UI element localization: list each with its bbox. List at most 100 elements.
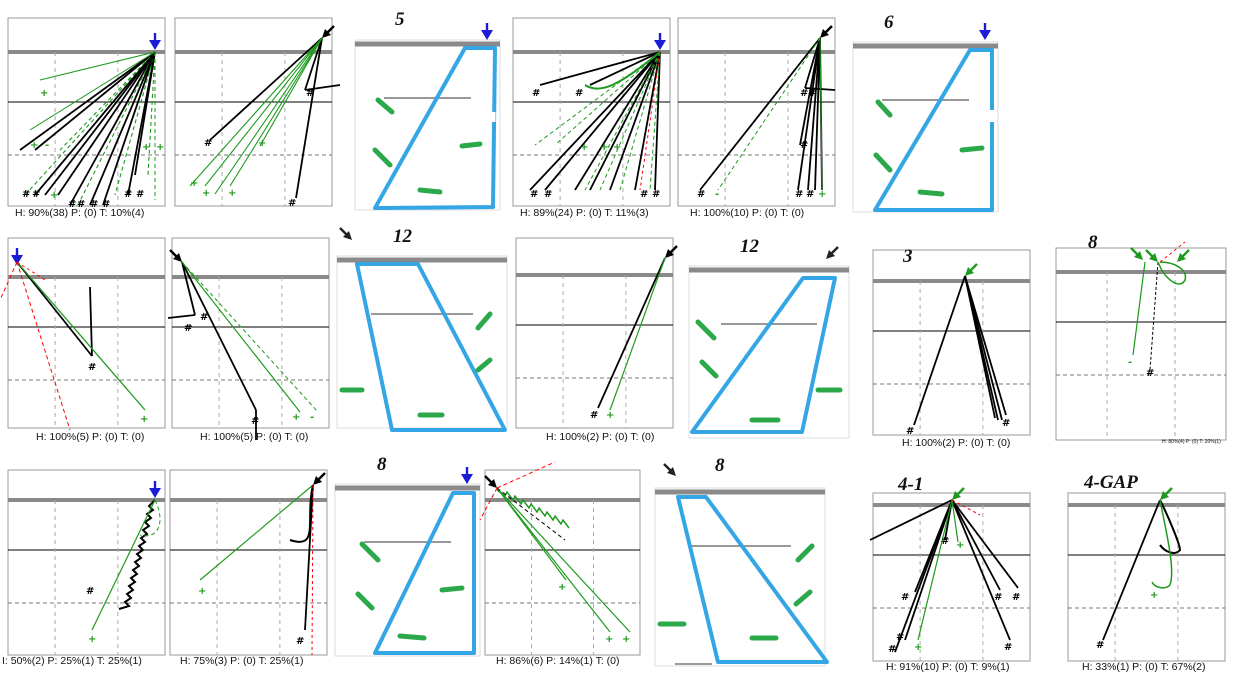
complete-marker: + — [818, 189, 826, 200]
trajectory-line — [814, 37, 821, 191]
stat-summary: H: 89%(24) P: (0) T: 11%(3) — [520, 207, 649, 219]
complete-marker: + — [622, 634, 630, 645]
trajectory-line — [16, 261, 93, 357]
zone-defender — [873, 152, 893, 173]
stat-summary: I: 50%(2) P: 25%(1) T: 25%(1) — [2, 655, 142, 667]
incomplete-marker: - — [715, 189, 719, 200]
panel-11-zone: 12 — [688, 236, 850, 439]
hit-marker: # — [102, 199, 110, 210]
play-label: 12 — [740, 236, 760, 257]
stat-summary: H: 33%(1) P: (0) T: 67%(2) — [1082, 661, 1206, 673]
complete-marker: + — [1150, 590, 1158, 601]
plot-frame — [872, 492, 1031, 662]
plot-frame — [677, 17, 836, 207]
panel-2: # # # + + + + — [174, 17, 341, 209]
hit-marker: # — [204, 138, 212, 149]
plot-frame — [171, 237, 330, 429]
play-label: 8 — [377, 454, 387, 475]
hit-marker: # — [32, 189, 40, 200]
hit-marker: # — [795, 189, 803, 200]
trajectory-line — [819, 37, 823, 191]
trajectory-line — [584, 51, 661, 191]
coverage-zone — [873, 48, 994, 212]
trajectory-line — [496, 487, 566, 541]
trajectory-line — [964, 275, 1007, 416]
incomplete-marker: - — [45, 140, 49, 151]
trajectory-line — [717, 37, 821, 191]
trajectory-line — [574, 51, 661, 191]
play-label: 8 — [1088, 232, 1098, 253]
trajectory-line — [44, 51, 156, 196]
panel-8: # # # + -H: 100%(5) P: (0) T: (0) — [167, 237, 330, 443]
zone-defender — [439, 585, 465, 593]
coverage-zone — [373, 491, 476, 655]
trajectory-line — [181, 261, 257, 411]
trajectory-line — [951, 499, 959, 543]
complete-marker: + — [88, 634, 96, 645]
complete-marker: + — [605, 634, 613, 645]
trajectory-line — [654, 51, 661, 191]
trajectory-line — [77, 51, 156, 206]
trajectory-line — [539, 51, 661, 86]
zone-defender — [459, 141, 483, 149]
trajectory-line — [16, 261, 71, 431]
incomplete-marker: - — [1128, 357, 1132, 368]
trajectory-line — [904, 499, 953, 641]
hit-marker: # — [901, 592, 909, 603]
panel-13: 8 - # H: 80%(4) P: (0) T: 20%(1) — [1055, 232, 1227, 445]
trajectory-line — [295, 37, 323, 199]
coverage-zone — [690, 276, 837, 434]
hit-marker: # — [532, 88, 540, 99]
trajectory-line — [869, 499, 953, 541]
trajectory-line — [597, 257, 666, 409]
panel-17: ++ +H: 86%(6) P: 14%(1) T: (0) — [479, 461, 641, 667]
hit-marker: # — [124, 189, 132, 200]
hit-marker: # — [1004, 642, 1012, 653]
panel-6-zone: 6 — [852, 12, 999, 213]
coverage-zone — [355, 262, 507, 432]
trajectory-line — [544, 51, 661, 191]
trajectory-line — [189, 37, 323, 187]
trajectory-line — [89, 51, 156, 206]
zone-defender — [699, 359, 719, 379]
complete-marker: + — [228, 188, 236, 199]
trajectory-line — [609, 51, 661, 191]
stat-summary: H: 75%(3) P: (0) T: 25%(1) — [180, 655, 304, 667]
stat-summary: H: 80%(4) P: (0) T: 20%(1) — [1162, 439, 1221, 445]
complete-marker: + — [914, 642, 922, 653]
trajectory-line — [29, 51, 156, 131]
incomplete-marker: - — [310, 412, 314, 423]
ball-arrow-icon-head — [173, 253, 182, 262]
hit-marker: # — [77, 199, 85, 210]
panel-3-zone: 5 — [354, 9, 501, 211]
trajectory-line — [1159, 241, 1186, 263]
trajectory-line — [181, 261, 319, 413]
trajectory-line — [951, 499, 1019, 589]
zone-defender — [475, 311, 493, 331]
hit-marker: # — [888, 644, 896, 655]
panel-4: # # # # # # + + + H: 89%(24) P: (0) T: 11%(3) — [512, 17, 671, 219]
trajectory-line — [804, 87, 836, 91]
hit-marker: # — [68, 199, 76, 210]
hit-marker: # — [251, 416, 259, 427]
play-label: 3 — [902, 246, 913, 267]
ball-arrow-icon-head — [322, 29, 331, 38]
zone-frame — [654, 487, 826, 667]
complete-marker: + — [580, 142, 588, 153]
hit-marker: # — [1012, 592, 1020, 603]
trajectory-line — [209, 37, 323, 141]
zone-frame — [336, 255, 508, 429]
trajectory-line — [649, 51, 661, 191]
zone-defender — [959, 145, 985, 153]
hit-marker: # — [296, 636, 304, 647]
play-label: 6 — [884, 12, 894, 33]
panel-19: 4-1##### ##++H: 91%(10) P: (0) T: 9%(1) — [869, 474, 1031, 673]
hit-marker: # — [800, 88, 808, 99]
trajectory-line — [951, 499, 1001, 591]
trajectory-line — [639, 51, 661, 191]
trajectory-line — [229, 37, 323, 187]
trajectory-line — [214, 37, 323, 195]
hit-marker: # — [590, 410, 598, 421]
ball-arrow-icon-head — [1134, 251, 1143, 260]
zone-frame — [688, 265, 850, 439]
